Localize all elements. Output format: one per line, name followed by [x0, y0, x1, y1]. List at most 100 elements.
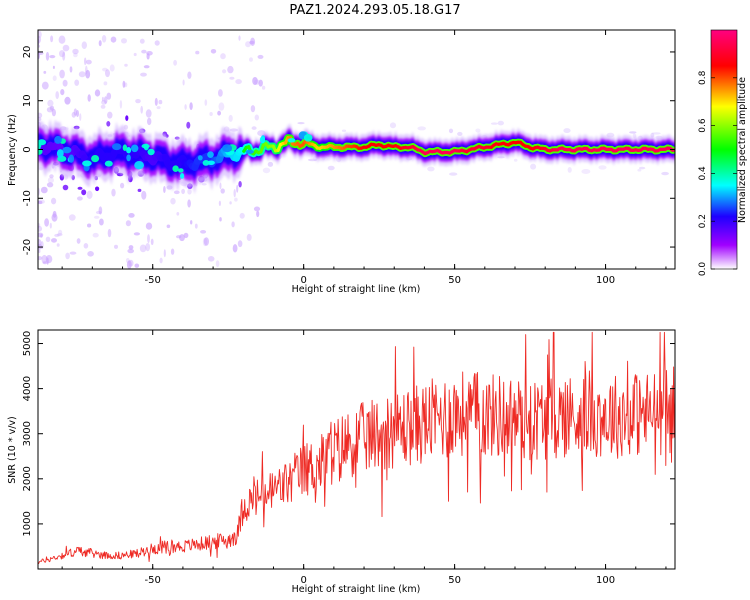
spectrogram-noise-cell [154, 40, 160, 46]
spectrogram-noise-cell [156, 106, 161, 110]
spectrogram-ridge-blob [104, 160, 113, 167]
spectrogram-noise-cell [173, 59, 178, 66]
spectrogram-noise-cell [38, 35, 42, 44]
spectrogram-noise-cell [126, 260, 132, 269]
x-tick-label: -50 [145, 275, 161, 286]
spectrogram-noise-cell [103, 81, 108, 86]
spectrogram-ridge-blob [134, 161, 145, 170]
spectrogram-noise-cell [134, 263, 140, 268]
spectrogram-noise-cell [62, 44, 70, 52]
spectrogram-noise-cell [427, 166, 435, 172]
spectrogram-noise-cell [257, 54, 264, 59]
spectrogram-ridge-blob [207, 151, 214, 159]
spectrogram-noise-cell [170, 197, 176, 205]
spectrogram-noise-cell [327, 165, 335, 171]
snr-y-ticks: 1000 2000 3000 4000 5000 [22, 331, 675, 537]
spectrogram-noise-cell [73, 52, 78, 58]
spectrogram-noise-cell [235, 79, 242, 85]
spectrogram-noise-cell [121, 38, 127, 44]
spectrogram-noise-cell [76, 110, 79, 117]
spectrogram-noise-cell [133, 52, 137, 57]
spectrogram-noise-cell [38, 222, 41, 228]
spectrogram-noise-cell [79, 113, 82, 121]
spectrogram-noise-cell [218, 89, 223, 97]
spectrogram-noise-cell [143, 65, 150, 69]
spectrogram-noise-cell [62, 51, 66, 61]
spectrogram-noise-cell [38, 187, 41, 196]
spectrogram-noise-cell [233, 189, 236, 198]
spectrogram-noise-cell [187, 199, 191, 208]
snr-y-label: SNR (10 * v/v) [7, 416, 18, 484]
spectrogram-noise-cell [253, 206, 261, 212]
spectrogram-noise-cell [267, 161, 274, 167]
spectrogram-ridge-blob [126, 154, 131, 162]
spectrogram-ridge-blob [126, 147, 132, 154]
colorbar-tick-label: 0.8 [698, 70, 708, 85]
spectrogram-noise-cell [204, 99, 208, 106]
spectrogram-noise-cell [256, 210, 260, 218]
spectrogram-noise-cell [598, 165, 607, 170]
spectrogram-noise-cell [651, 132, 661, 135]
spectrogram-noise-cell [103, 96, 108, 104]
spectrogram-noise-cell [238, 181, 242, 188]
spectrogram-noise-cell [50, 35, 54, 43]
spectrogram-noise-cell [106, 121, 111, 127]
spectrogram-ridge-blob [172, 165, 179, 172]
spectrogram-noise-cell [105, 69, 110, 78]
snr-panel: -50 0 50 100 1000 2000 3000 4000 5000 Height of… [7, 329, 676, 595]
spectrogram-noise-cell [58, 229, 63, 236]
spectrogram-noise-cell [46, 107, 54, 113]
spectrogram-noise-cell [95, 186, 100, 192]
spectrogram-noise-cell [46, 182, 54, 188]
y-tick-label: 10 [22, 94, 33, 107]
spectrogram-noise-cell [51, 108, 57, 117]
spectrogram-noise-cell [85, 65, 88, 75]
spectrogram-noise-cell [52, 210, 57, 218]
spectrogram-ridge-blob [122, 144, 128, 151]
spectrogram-noise-cell [173, 190, 180, 195]
spectrogram-noise-cell [122, 80, 126, 88]
spectrogram-noise-cell [106, 92, 112, 100]
spectrogram-noise-cell [41, 81, 49, 90]
spectrogram-x-ticks: -50 0 50 100 [61, 30, 667, 286]
spectrogram-noise-cell [87, 94, 91, 102]
spectrogram-ridge-blob [197, 155, 203, 161]
spectrogram-noise-cell [47, 99, 54, 107]
spectrogram-noise-cell [38, 225, 43, 232]
spectrogram-noise-cell [218, 102, 225, 111]
snr-series [38, 331, 675, 564]
spectrogram-noise-cell [45, 236, 51, 242]
spectrogram-noise-cell [210, 49, 217, 54]
spectrogram-noise-cell [98, 40, 102, 47]
spectrogram-noise-cell [49, 222, 52, 229]
spectrogram-noise-cell [195, 50, 200, 55]
spectrogram-noise-cell [81, 189, 87, 196]
spectrogram-noise-cell [215, 260, 220, 268]
spectrogram-noise-cell [297, 122, 305, 125]
spectrogram-noise-cell [307, 158, 317, 162]
spectrogram-noise-cell [222, 69, 227, 74]
spectrogram-noise-cell [220, 53, 226, 60]
y-tick-label: 3000 [22, 421, 33, 446]
spectrogram-noise-cell [252, 77, 258, 85]
spectrogram-noise-cell [137, 188, 142, 192]
spectrogram-noise-cell [166, 224, 171, 229]
spectrogram-noise-cell [45, 255, 53, 264]
spectrogram-noise-cell [38, 200, 43, 205]
spectrogram-noise-cell [207, 255, 215, 262]
spectrogram-noise-cell [661, 171, 669, 176]
spectrogram-noise-cell [567, 167, 572, 173]
spectrogram-noise-cell [69, 66, 73, 73]
spectrogram-noise-cell [184, 104, 187, 110]
spectrogram-noise-cell [101, 35, 107, 43]
spectrogram-noise-cell [62, 79, 68, 87]
spectrogram-noise-cell [254, 79, 260, 85]
y-tick-label: 4000 [22, 376, 33, 401]
spectrogram-noise-cell [639, 166, 646, 170]
spectrogram-noise-cell [239, 212, 245, 219]
spectrogram-noise-cell [258, 79, 263, 87]
x-tick-label: 50 [448, 275, 461, 286]
spectrogram-ridge-blob [62, 146, 72, 154]
spectrogram-noise-cell [77, 196, 83, 201]
x-tick-label: 50 [448, 575, 461, 586]
